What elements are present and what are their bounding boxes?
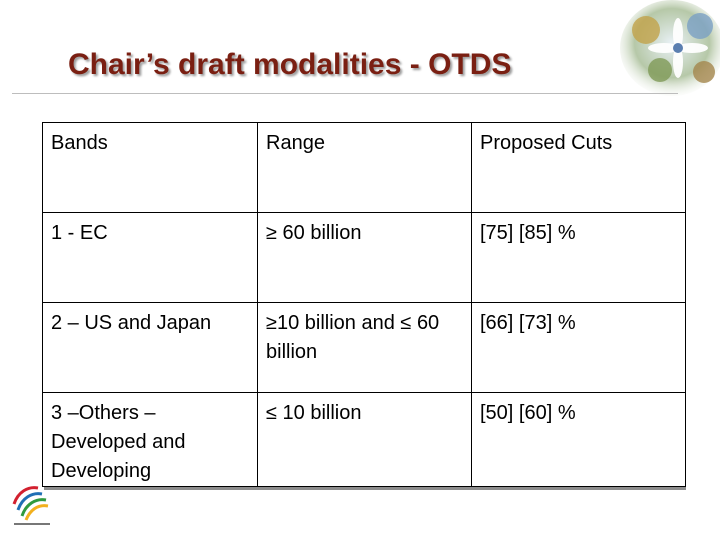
header-proposed-cuts: Proposed Cuts: [471, 122, 686, 213]
wto-logo-icon: [12, 486, 50, 525]
header-bands: Bands: [42, 122, 258, 213]
table-row: 2 – US and Japan ≥10 billion and ≤ 60 bi…: [42, 302, 686, 393]
band-cell: 1 - EC: [42, 212, 258, 303]
otds-bands-table: Bands Range Proposed Cuts 1 - EC ≥ 60 bi…: [42, 122, 686, 487]
table-row: 3 –Others – Developed and Developing ≤ 1…: [42, 392, 686, 487]
range-cell: ≤ 10 billion: [257, 392, 472, 487]
range-cell: ≥ 60 billion: [257, 212, 472, 303]
table-row: 1 - EC ≥ 60 billion [75] [85] %: [42, 212, 686, 303]
cuts-cell: [75] [85] %: [471, 212, 686, 303]
header-range: Range: [257, 122, 472, 213]
corner-decoration-image: [620, 0, 720, 96]
table-header-row: Bands Range Proposed Cuts: [42, 122, 686, 213]
cuts-cell: [66] [73] %: [471, 302, 686, 393]
page-title: Chair’s draft modalities - OTDS: [68, 48, 512, 81]
title-divider: [12, 93, 678, 94]
band-cell: 3 –Others – Developed and Developing: [42, 392, 258, 487]
band-cell: 2 – US and Japan: [42, 302, 258, 393]
cuts-cell: [50] [60] %: [471, 392, 686, 487]
range-cell: ≥10 billion and ≤ 60 billion: [257, 302, 472, 393]
